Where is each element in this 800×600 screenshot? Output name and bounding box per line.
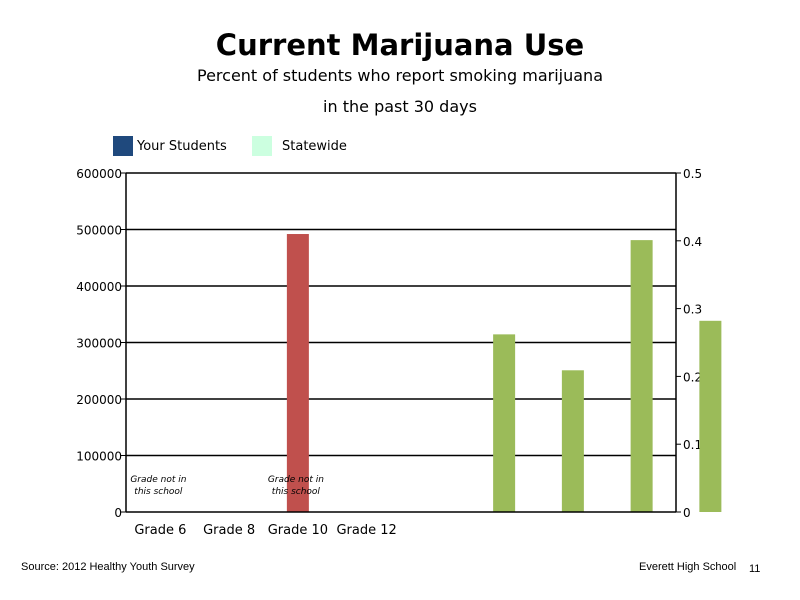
chart-subtitle-line-2: in the past 30 days [323,97,477,116]
legend-swatch-statewide [252,136,272,156]
annotation-label: Grade not in [130,475,186,485]
legend-item-your-students: Your Students [113,136,227,156]
left-axis-tick-label: 400000 [76,280,122,294]
left-axis-tick-label: 200000 [76,393,122,407]
annotation-label: this school [134,487,183,497]
category-label: Grade 12 [336,523,396,538]
bar-right-axis [630,240,653,512]
left-axis-tick-label: 100000 [76,450,122,464]
right-axis-tick-label: 0.5 [683,167,702,181]
category-label: Grade 6 [134,523,186,538]
right-axis-tick-label: 0.3 [683,303,702,317]
bar-right-axis [699,320,722,512]
bar-right-axis [561,370,584,512]
legend-item-statewide: Statewide [252,136,347,156]
annotation-label: Grade not in [268,475,324,485]
page-number: 11 [749,563,761,575]
school-name: Everett High School [639,561,737,573]
left-axis-tick-label: 300000 [76,337,122,351]
category-label: Grade 8 [203,523,255,538]
left-axis-tick-label: 600000 [76,167,122,181]
chart-title: Current Marijuana Use [215,28,585,62]
legend-label-your-students: Your Students [137,138,227,154]
source-note: Source: 2012 Healthy Youth Survey [21,561,195,573]
legend-swatch-your-students [113,136,133,156]
right-axis-tick-label: 0.4 [683,235,702,249]
left-axis-tick-label: 0 [114,506,122,520]
left-axis-tick-label: 500000 [76,224,122,238]
right-axis-tick-label: 0.2 [683,370,702,384]
chart-subtitle-line-1: Percent of students who report smoking m… [197,66,603,85]
bar-left-axis [286,234,309,512]
category-label: Grade 10 [268,523,328,538]
right-axis-tick-label: 0.1 [683,438,702,452]
annotation-label: this school [272,487,321,497]
right-axis-tick-label: 0 [683,506,691,520]
legend-label-statewide: Statewide [282,138,347,154]
bar-right-axis [493,334,516,512]
